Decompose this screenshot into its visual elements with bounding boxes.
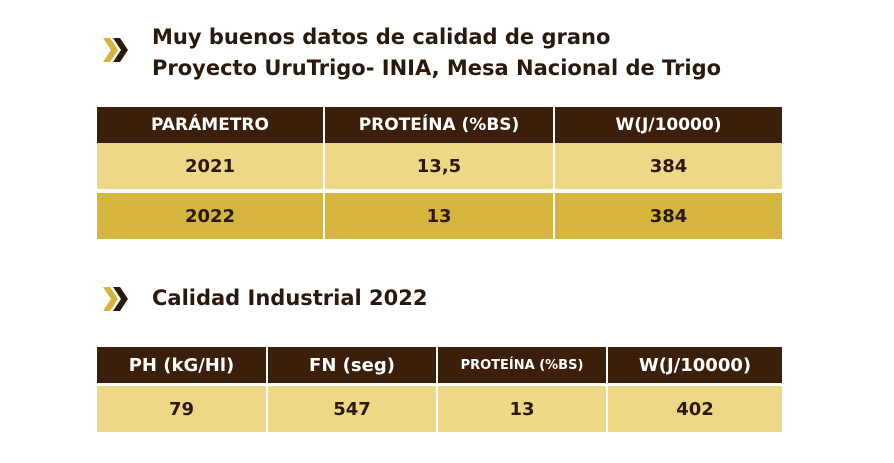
header-proteina: PROTEÍNA (%BS) (436, 347, 608, 386)
cell-proteina: 13 (323, 191, 555, 239)
section2-title: Calidad Industrial 2022 (152, 286, 428, 310)
table-row: 2021 13,5 384 (97, 143, 782, 193)
table-header-row: PH (kG/Hl) FN (seg) PROTEÍNA (%BS) W(J/1… (97, 347, 782, 386)
cell-ph: 79 (97, 384, 268, 432)
section1-title-line1: Muy buenos datos de calidad de grano (152, 25, 611, 49)
cell-w: 384 (553, 191, 782, 239)
industrial-quality-table: PH (kG/Hl) FN (seg) PROTEÍNA (%BS) W(J/1… (97, 347, 782, 432)
header-fn: FN (seg) (266, 347, 438, 386)
header-w: W(J/10000) (606, 347, 782, 386)
section1-title: Muy buenos datos de calidad de grano Pro… (152, 22, 721, 84)
header-proteina: PROTEÍNA (%BS) (323, 107, 555, 143)
header-ph: PH (kG/Hl) (97, 347, 268, 386)
header-w: W(J/10000) (553, 107, 782, 143)
cell-proteina: 13 (436, 384, 608, 432)
section1-title-line2: Proyecto UruTrigo- INIA, Mesa Nacional d… (152, 56, 722, 80)
double-chevron-right-icon (103, 287, 128, 311)
table-row: 79 547 13 402 (97, 384, 782, 432)
header-parametro: PARÁMETRO (97, 107, 325, 143)
cell-fn: 547 (266, 384, 438, 432)
cell-w: 402 (606, 384, 782, 432)
cell-year: 2021 (97, 143, 325, 193)
cell-proteina: 13,5 (323, 143, 555, 193)
grain-quality-table: PARÁMETRO PROTEÍNA (%BS) W(J/10000) 2021… (97, 107, 782, 239)
double-chevron-right-icon (103, 38, 128, 62)
cell-year: 2022 (97, 191, 325, 239)
table-header-row: PARÁMETRO PROTEÍNA (%BS) W(J/10000) (97, 107, 782, 143)
cell-w: 384 (553, 143, 782, 193)
table-row: 2022 13 384 (97, 191, 782, 239)
